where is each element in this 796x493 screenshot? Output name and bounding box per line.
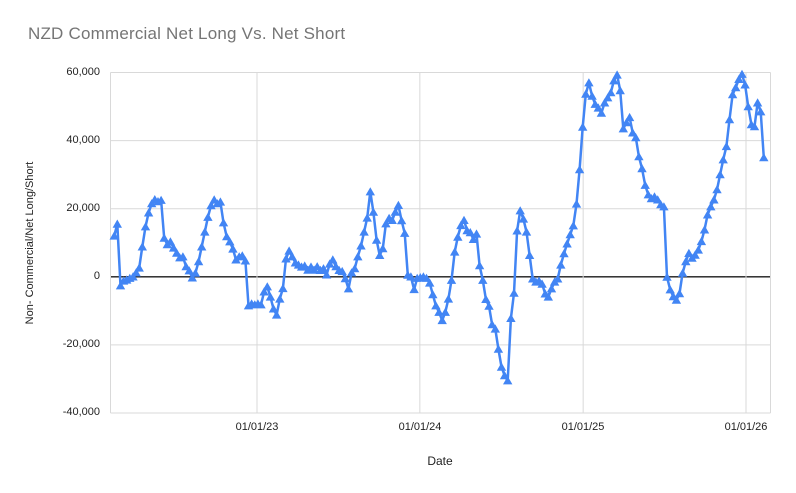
y-tick-label: -40,000 <box>62 406 100 418</box>
y-axis-title: Non- Commercial/Net Long/Short <box>24 161 36 325</box>
y-tick-label: 40,000 <box>66 134 100 146</box>
data-point-markers[interactable] <box>109 69 769 385</box>
x-tick-label: 01/01/23 <box>235 421 279 433</box>
x-tick-label: 01/01/24 <box>398 421 442 433</box>
y-tick-label: 60,000 <box>66 66 100 78</box>
data-series-line <box>112 72 766 382</box>
x-tick-label: 01/01/26 <box>724 421 768 433</box>
x-tick-label: 01/01/25 <box>561 421 605 433</box>
y-tick-label: -20,000 <box>62 338 100 350</box>
y-tick-label: 20,000 <box>66 202 100 214</box>
y-tick-label: 0 <box>93 270 100 282</box>
chart-title: NZD Commercial Net Long Vs. Net Short <box>28 24 346 43</box>
x-axis-title: Date <box>427 454 453 468</box>
